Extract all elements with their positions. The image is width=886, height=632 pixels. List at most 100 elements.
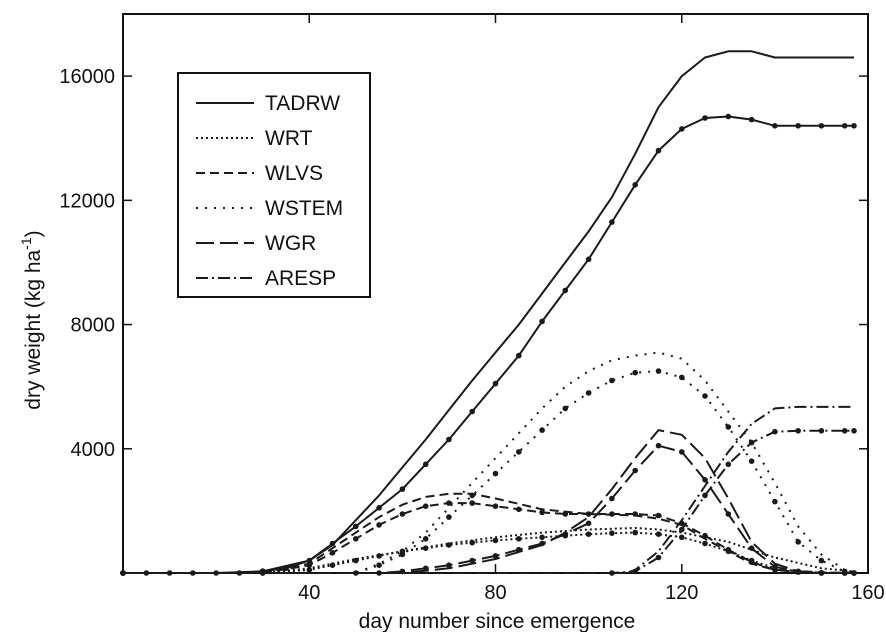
x-tick-label: 120 xyxy=(665,582,698,604)
series-line xyxy=(123,502,854,574)
data-point xyxy=(399,486,406,492)
series-line xyxy=(123,370,855,574)
data-point xyxy=(609,377,615,384)
data-point xyxy=(492,503,499,510)
data-point xyxy=(446,500,452,506)
data-point xyxy=(841,570,848,576)
data-point xyxy=(795,123,801,129)
data-point xyxy=(748,545,755,551)
data-point xyxy=(376,562,382,568)
data-point xyxy=(585,256,592,263)
data-point xyxy=(679,126,685,132)
data-point xyxy=(353,536,359,542)
data-point xyxy=(516,352,522,359)
data-point xyxy=(585,520,592,527)
data-point xyxy=(818,570,825,576)
data-point xyxy=(702,477,708,483)
series-wgr-marked xyxy=(120,442,857,576)
data-point xyxy=(446,436,452,443)
data-point xyxy=(376,553,382,559)
data-point xyxy=(469,408,476,415)
data-point xyxy=(702,115,708,121)
data-point xyxy=(446,562,452,568)
data-point xyxy=(748,116,755,123)
y-tick-label: 8000 xyxy=(71,315,116,337)
data-point xyxy=(851,570,857,576)
data-point xyxy=(702,540,708,547)
data-point xyxy=(632,529,638,536)
data-point xyxy=(679,534,685,541)
data-point xyxy=(609,219,615,225)
data-point xyxy=(725,461,732,468)
data-point xyxy=(516,546,522,553)
data-point xyxy=(562,511,569,517)
data-point xyxy=(120,570,126,576)
data-point xyxy=(632,182,638,188)
data-point xyxy=(655,512,662,519)
legend-label: WSTEM xyxy=(265,197,343,220)
data-point xyxy=(725,511,732,517)
data-point xyxy=(748,559,755,565)
data-point xyxy=(609,530,615,536)
data-point xyxy=(818,557,825,564)
legend-box xyxy=(177,72,371,298)
data-point xyxy=(376,570,382,576)
data-point xyxy=(585,511,592,517)
data-point xyxy=(609,511,615,517)
data-point xyxy=(585,531,592,537)
series-wrt-marked xyxy=(120,529,857,576)
data-point xyxy=(851,123,857,129)
data-point xyxy=(469,539,476,546)
data-point xyxy=(841,428,848,434)
data-point xyxy=(376,505,382,511)
data-point xyxy=(539,540,545,547)
data-point xyxy=(492,537,499,544)
x-tick-label: 160 xyxy=(851,582,884,604)
series-wrt xyxy=(123,527,855,574)
data-point xyxy=(469,557,476,564)
legend-label: WLVS xyxy=(265,162,323,185)
data-point xyxy=(818,428,825,434)
data-point xyxy=(632,369,638,376)
data-point xyxy=(422,503,429,510)
data-point xyxy=(772,428,778,435)
series-line xyxy=(123,429,854,574)
data-point xyxy=(422,461,429,468)
ticks-layer: 40 80 120 160 4000 8000 12000 16000 xyxy=(59,14,885,604)
y-axis-title: dry weight (kg ha-1) xyxy=(18,230,45,409)
data-point xyxy=(516,449,522,455)
data-point xyxy=(632,467,638,474)
data-point xyxy=(399,551,406,558)
series-line xyxy=(123,527,855,574)
data-point xyxy=(655,368,662,374)
data-point xyxy=(585,390,592,396)
data-point xyxy=(748,439,755,446)
data-point xyxy=(446,542,452,548)
legend-label: WGR xyxy=(265,232,316,255)
data-point xyxy=(679,526,685,533)
legend-label: TADRW xyxy=(265,92,340,115)
data-point xyxy=(446,514,452,520)
data-point xyxy=(655,554,662,561)
data-point xyxy=(539,534,545,541)
data-point xyxy=(422,545,429,551)
series-aresp-marked xyxy=(120,428,857,576)
data-point xyxy=(795,428,801,434)
series-wlvs xyxy=(123,492,855,574)
data-point xyxy=(818,123,825,129)
data-point xyxy=(353,557,359,564)
data-point xyxy=(679,374,685,381)
data-point xyxy=(539,509,545,516)
data-point xyxy=(772,564,778,570)
y-tick-label: 12000 xyxy=(59,190,115,212)
data-point xyxy=(655,442,662,449)
data-point xyxy=(422,536,429,542)
series-line xyxy=(123,492,855,574)
data-point xyxy=(353,523,359,530)
data-point xyxy=(679,449,685,455)
y-axis-title-close: ) xyxy=(22,230,45,237)
data-point xyxy=(655,531,662,537)
series-layer xyxy=(120,50,857,576)
data-point xyxy=(702,492,708,499)
y-axis-title-main: dry weight (kg ha xyxy=(22,249,45,409)
